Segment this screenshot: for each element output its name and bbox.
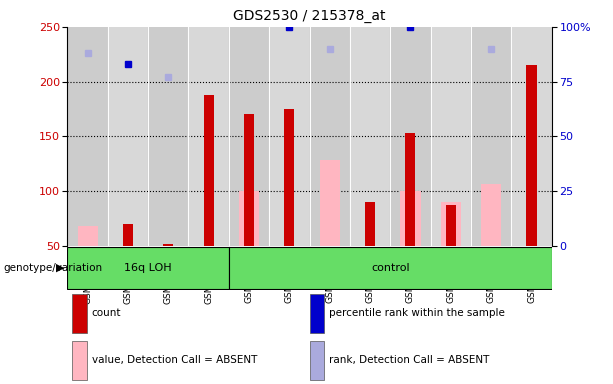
Bar (441, 202, 461, 246)
Bar (405, 133, 416, 246)
Bar (123, 224, 133, 246)
Text: genotype/variation: genotype/variation (3, 263, 102, 273)
Bar (400, 191, 421, 246)
Bar (204, 95, 214, 246)
Bar (310, 27, 350, 246)
Text: control: control (371, 263, 409, 273)
Bar (310, 341, 324, 380)
Bar (284, 109, 294, 246)
Text: 16q LOH: 16q LOH (124, 263, 172, 273)
Bar (148, 27, 189, 246)
Bar (269, 27, 310, 246)
Title: GDS2530 / 215378_at: GDS2530 / 215378_at (234, 9, 386, 23)
Bar (239, 191, 259, 246)
Bar (77, 226, 97, 246)
Bar (67, 27, 108, 246)
Bar (390, 27, 431, 246)
Bar (481, 184, 501, 246)
Text: value, Detection Call = ABSENT: value, Detection Call = ABSENT (92, 355, 257, 365)
Text: percentile rank within the sample: percentile rank within the sample (329, 308, 505, 318)
Bar (431, 27, 471, 246)
Bar (350, 27, 390, 246)
Bar (310, 294, 324, 333)
Bar (67, 247, 229, 289)
Bar (229, 247, 552, 289)
Bar (72, 341, 87, 380)
Bar (511, 27, 552, 246)
Bar (72, 294, 87, 333)
Bar (527, 65, 536, 246)
Bar (163, 243, 173, 246)
Bar (365, 202, 375, 246)
Text: count: count (92, 308, 121, 318)
Bar (189, 27, 229, 246)
Bar (229, 27, 269, 246)
Bar (471, 27, 511, 246)
Bar (319, 161, 340, 246)
Text: rank, Detection Call = ABSENT: rank, Detection Call = ABSENT (329, 355, 489, 365)
Bar (108, 27, 148, 246)
Text: ▶: ▶ (56, 263, 64, 273)
Bar (244, 114, 254, 246)
Bar (446, 205, 456, 246)
